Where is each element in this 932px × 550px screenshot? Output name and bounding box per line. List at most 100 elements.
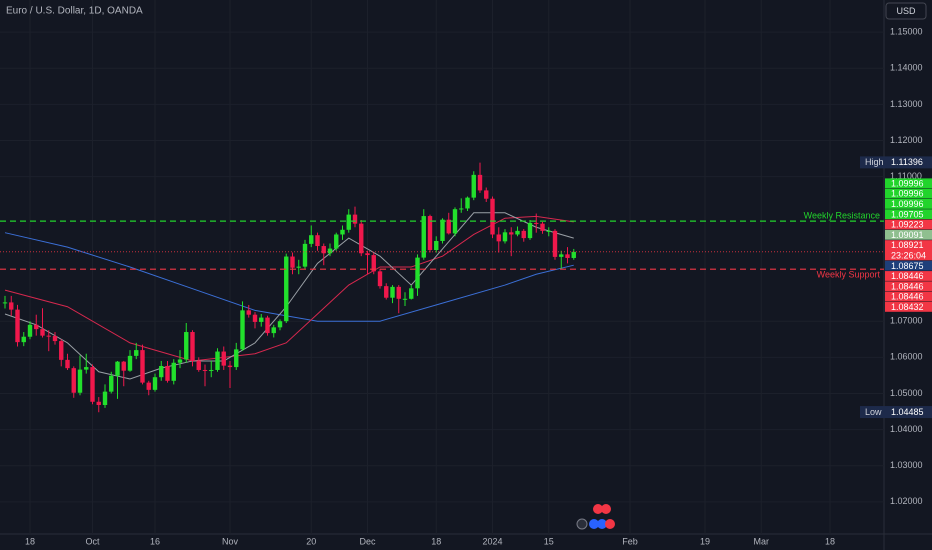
candle-body: [84, 367, 89, 370]
level-label: Weekly Support: [817, 270, 881, 280]
y-tick-label: 1.05000: [890, 388, 923, 398]
candle-body: [90, 367, 95, 402]
price-box: [885, 178, 932, 189]
currency-label[interactable]: USD: [896, 6, 916, 16]
candle-body: [434, 240, 439, 251]
x-tick-label: Dec: [359, 536, 376, 546]
candle-body: [440, 219, 445, 241]
high-tag: High: [865, 157, 884, 167]
low-tag: Low: [865, 407, 882, 417]
candle-body: [9, 302, 14, 310]
candle-body: [209, 369, 214, 371]
candle-body: [396, 286, 401, 299]
candle-body: [59, 341, 64, 360]
x-tick-label: Oct: [85, 536, 100, 546]
candle-body: [259, 317, 264, 322]
candle-body: [46, 335, 51, 337]
price-label: 1.09705: [891, 209, 924, 219]
event-icon[interactable]: [589, 519, 599, 529]
moving-average: [4, 232, 574, 322]
candle-body: [327, 248, 333, 254]
x-tick-label: 19: [700, 536, 710, 546]
price-box: [885, 301, 932, 312]
countdown: 23:26:04: [891, 251, 926, 261]
event-icon[interactable]: [576, 518, 588, 530]
candle-body: [184, 332, 189, 360]
candle-body: [446, 219, 451, 234]
candle-body: [165, 365, 170, 381]
candle-body: [96, 401, 101, 406]
candle-body: [246, 310, 251, 315]
price-label: 1.09996: [891, 178, 924, 188]
price-label: 1.08446: [891, 271, 924, 281]
candle-body: [77, 369, 83, 393]
candle-body: [21, 336, 26, 343]
price-box: [860, 406, 932, 419]
candle-body: [459, 208, 464, 210]
candle-body: [502, 232, 508, 242]
high-price: 1.11396: [891, 157, 923, 167]
event-icon[interactable]: [593, 504, 603, 514]
candle-body: [65, 359, 70, 369]
candle-body: [102, 391, 108, 406]
candle-body: [534, 222, 539, 224]
y-tick-label: 1.15000: [890, 27, 923, 37]
candle-body: [377, 271, 383, 287]
x-tick-label: 18: [431, 536, 441, 546]
x-tick-label: 2024: [482, 536, 502, 546]
y-tick-label: 1.13000: [890, 99, 923, 109]
candle-body: [315, 235, 320, 247]
candle-body: [2, 302, 8, 304]
candle-body: [340, 229, 345, 235]
candle-body: [540, 223, 545, 231]
event-icon[interactable]: [601, 504, 611, 514]
y-tick-label: 1.04000: [890, 424, 923, 434]
chart-title: Euro / U.S. Dollar, 1D, OANDA: [6, 6, 143, 17]
price-label: 1.08446: [891, 292, 924, 302]
candle-body: [34, 324, 39, 330]
candle-body: [190, 332, 195, 361]
candle-body: [290, 256, 295, 268]
candle-body: [515, 230, 520, 235]
candle-body: [252, 314, 258, 322]
price-box: [885, 219, 932, 230]
candle-body: [521, 230, 526, 239]
candle-body: [177, 359, 183, 363]
price-label: 1.08675: [891, 261, 924, 271]
y-tick-label: 1.07000: [890, 316, 923, 326]
candle-body: [309, 235, 314, 244]
candle-body: [334, 234, 339, 249]
y-tick-label: 1.03000: [890, 460, 923, 470]
price-label: 1.08446: [891, 281, 924, 291]
candle-body: [265, 317, 270, 334]
event-icon[interactable]: [597, 519, 607, 529]
currency-button[interactable]: [885, 2, 927, 20]
candle-body: [40, 329, 45, 336]
x-tick-label: Nov: [222, 536, 239, 546]
candle-body: [127, 355, 133, 371]
y-tick-label: 1.11000: [890, 171, 922, 181]
candle-body: [421, 216, 426, 258]
candle-body: [284, 256, 289, 322]
candle-body: [359, 223, 364, 254]
candle-body: [71, 368, 76, 393]
candle-body: [427, 216, 433, 251]
candle-body: [371, 255, 376, 272]
candle-body: [415, 257, 420, 289]
candle-body: [509, 232, 514, 235]
candle-body: [352, 214, 358, 224]
price-box: [885, 198, 932, 209]
candle-body: [121, 361, 126, 371]
y-tick-label: 1.14000: [890, 63, 923, 73]
plot-area: [0, 162, 884, 413]
candle-body: [202, 369, 208, 371]
candle-body: [546, 230, 551, 232]
candle-body: [152, 377, 158, 390]
event-icon[interactable]: [605, 519, 615, 529]
candle-body: [527, 222, 533, 239]
price-label: 1.08921: [891, 240, 924, 250]
candle-body: [471, 174, 476, 198]
candle-body: [52, 336, 58, 342]
